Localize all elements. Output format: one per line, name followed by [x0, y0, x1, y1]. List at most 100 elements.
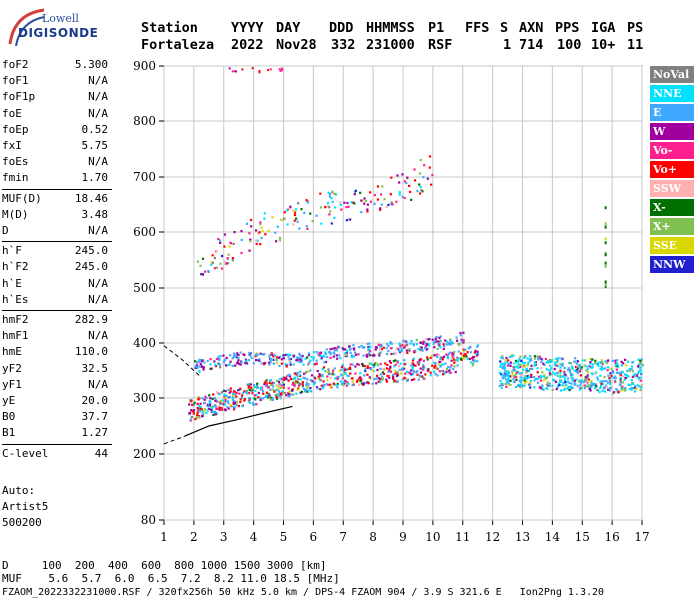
y-tick-label: 500 — [133, 281, 156, 295]
trace-point — [628, 367, 631, 371]
trace-point — [261, 230, 264, 233]
trace-point — [396, 361, 399, 364]
trace-point — [345, 219, 348, 222]
trace-point — [264, 395, 267, 399]
trace-point — [561, 384, 564, 387]
trace-point — [418, 172, 422, 175]
trace-point — [364, 369, 367, 373]
trace-point — [409, 190, 412, 194]
trace-point — [363, 202, 366, 205]
trace-point — [300, 356, 303, 359]
trace-point — [306, 385, 309, 388]
trace-point — [231, 364, 234, 368]
trace-point — [510, 354, 514, 357]
trace-point — [458, 344, 461, 347]
trace-point — [270, 382, 273, 385]
trace-point — [412, 342, 415, 346]
trace-point — [545, 361, 548, 364]
trace-point — [331, 369, 335, 372]
trace-point — [501, 377, 505, 380]
trace-point — [256, 386, 260, 389]
trace-point — [199, 402, 202, 405]
y-tick-label: 900 — [133, 59, 156, 73]
trace-point — [367, 352, 371, 355]
trace-point — [528, 376, 531, 379]
trace-point — [578, 363, 582, 367]
trace-point — [333, 192, 336, 196]
trace-point — [513, 362, 516, 365]
trace-point — [206, 359, 209, 363]
trace-point — [398, 193, 401, 196]
x-tick-label: 1 — [160, 530, 168, 544]
trace-point — [637, 376, 640, 379]
trace-point — [310, 374, 314, 377]
trace-point — [562, 388, 565, 392]
header-time-value: 231000 — [366, 37, 415, 53]
trace-point — [397, 365, 400, 368]
trace-point — [435, 340, 438, 343]
trace-point — [382, 346, 385, 349]
trace-point — [287, 387, 290, 390]
trace-point — [307, 389, 310, 392]
trace-point — [344, 352, 347, 355]
trace-point — [639, 379, 642, 382]
trace-point — [265, 391, 269, 394]
trace-point — [265, 378, 268, 382]
trace-point — [237, 389, 240, 392]
trace-point — [611, 370, 614, 373]
trace-point — [328, 351, 331, 354]
trace-point — [501, 362, 504, 365]
trace-point — [281, 378, 284, 381]
trace-point — [456, 359, 459, 362]
trace-point — [256, 353, 259, 356]
legend-item-ssw: SSW — [650, 180, 694, 197]
trace-point — [214, 365, 218, 368]
trace-point — [285, 364, 288, 368]
trace-point — [520, 359, 523, 362]
trace-point — [222, 389, 226, 392]
trace-point — [537, 358, 540, 361]
trace-point — [323, 361, 326, 364]
legend-item-w: W — [650, 123, 694, 140]
trace-point — [390, 176, 393, 179]
trace-point — [253, 386, 257, 389]
trace-point — [617, 371, 620, 374]
trace-point — [255, 229, 258, 232]
trace-point — [469, 361, 473, 364]
trace-point — [426, 369, 429, 373]
trace-point — [350, 356, 354, 359]
trace-point — [274, 393, 277, 397]
trace-point — [368, 376, 371, 379]
trace-point — [233, 406, 237, 409]
trace-point — [233, 352, 236, 355]
trace-point — [630, 378, 634, 382]
trace-point — [336, 382, 339, 386]
trace-point — [306, 370, 309, 373]
param-separator — [2, 310, 112, 311]
trace-point — [194, 366, 197, 369]
trace-point — [564, 373, 567, 376]
trace-point — [500, 356, 503, 359]
trace-point — [515, 385, 518, 389]
trace-point — [381, 368, 385, 371]
trace-point — [208, 400, 212, 404]
trace-point — [501, 357, 504, 360]
trace-point — [323, 354, 326, 357]
trace-point — [276, 394, 280, 397]
trace-point — [293, 211, 297, 214]
trace-point — [411, 372, 415, 376]
trace-point — [245, 389, 248, 393]
trace-point — [630, 382, 633, 385]
trace-point — [505, 385, 508, 388]
trace-point — [237, 356, 240, 359]
trace-point — [624, 358, 627, 361]
trace-point — [197, 398, 200, 401]
trace-point — [251, 401, 254, 405]
trace-point — [335, 347, 338, 350]
trace-point — [347, 205, 350, 208]
trace-point — [575, 369, 578, 372]
trace-point — [501, 382, 504, 385]
trace-point — [232, 408, 236, 411]
trace-point — [295, 373, 298, 376]
param-value: 20.0 — [81, 394, 109, 407]
